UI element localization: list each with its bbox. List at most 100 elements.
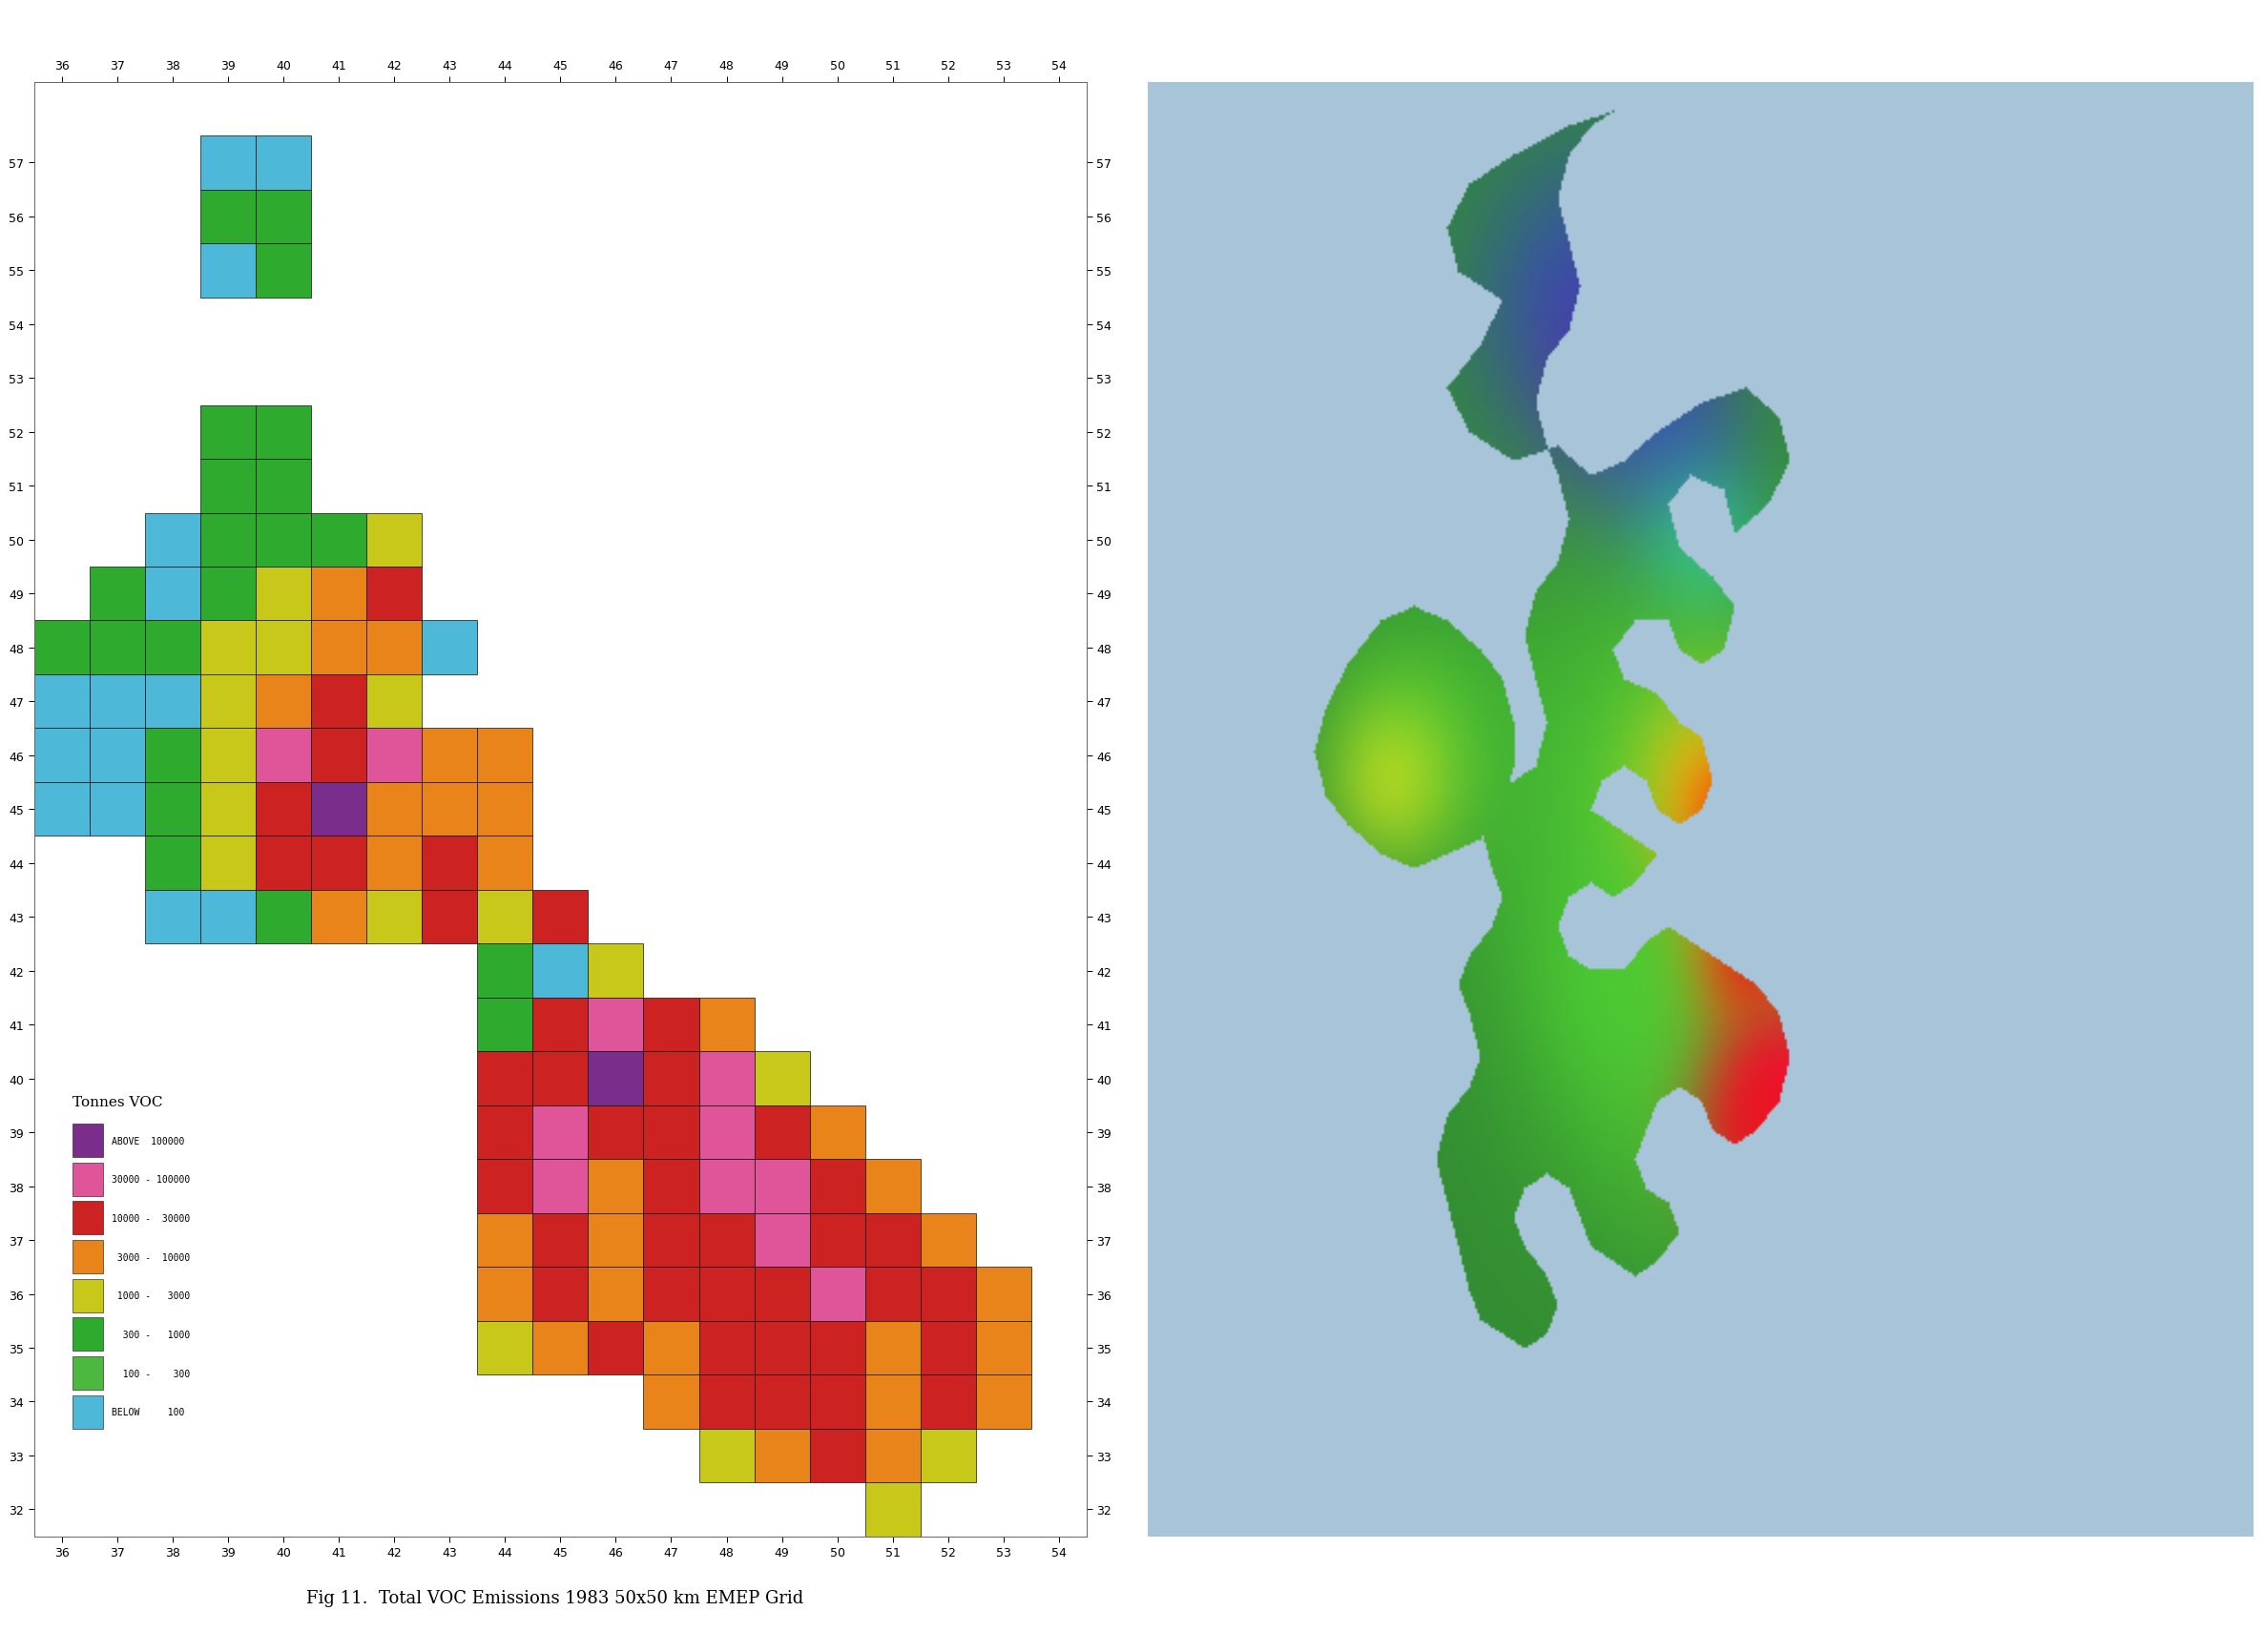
Bar	[700, 1160, 754, 1213]
Bar	[811, 1267, 865, 1322]
Bar	[532, 1052, 589, 1105]
Bar	[589, 1267, 643, 1322]
Bar	[754, 1213, 811, 1267]
Bar	[700, 1267, 754, 1322]
Bar	[199, 676, 256, 729]
Bar	[589, 1160, 643, 1213]
Bar	[256, 729, 310, 783]
Text: BELOW     100: BELOW 100	[111, 1408, 183, 1417]
Bar	[256, 567, 310, 621]
Bar	[976, 1374, 1032, 1429]
Bar	[976, 1322, 1032, 1374]
Bar	[34, 729, 88, 783]
Bar	[700, 998, 754, 1052]
Bar	[643, 1105, 700, 1160]
Bar	[145, 621, 199, 676]
Bar	[532, 998, 589, 1052]
Bar	[72, 1356, 104, 1389]
Bar	[478, 1052, 532, 1105]
Bar	[865, 1322, 921, 1374]
Bar	[310, 729, 367, 783]
Bar	[199, 406, 256, 459]
Bar	[367, 783, 421, 836]
Bar	[478, 998, 532, 1052]
Bar	[34, 621, 88, 676]
Text: 30000 - 100000: 30000 - 100000	[111, 1175, 190, 1184]
Bar	[199, 621, 256, 676]
Bar	[256, 190, 310, 244]
Bar	[199, 244, 256, 297]
Bar	[72, 1201, 104, 1234]
Bar	[88, 783, 145, 836]
Bar	[865, 1160, 921, 1213]
Bar	[589, 943, 643, 998]
Bar	[643, 1160, 700, 1213]
Bar	[865, 1429, 921, 1482]
Bar	[865, 1482, 921, 1536]
Bar	[921, 1374, 976, 1429]
Bar	[811, 1105, 865, 1160]
Bar	[643, 1213, 700, 1267]
Bar	[310, 836, 367, 890]
Bar	[589, 1105, 643, 1160]
Bar	[532, 1160, 589, 1213]
Bar	[700, 1374, 754, 1429]
Bar	[643, 1267, 700, 1322]
Bar	[700, 1052, 754, 1105]
Bar	[199, 729, 256, 783]
Bar	[811, 1429, 865, 1482]
Bar	[478, 1213, 532, 1267]
Bar	[145, 676, 199, 729]
Bar	[921, 1322, 976, 1374]
Bar	[310, 676, 367, 729]
Bar	[72, 1396, 104, 1429]
Text: Tonnes VOC: Tonnes VOC	[72, 1095, 163, 1108]
Bar	[865, 1374, 921, 1429]
Bar	[754, 1429, 811, 1482]
Bar	[199, 567, 256, 621]
Bar	[256, 406, 310, 459]
Bar	[310, 890, 367, 943]
Text: 10000 -  30000: 10000 - 30000	[111, 1213, 190, 1222]
Text: 100 -    300: 100 - 300	[111, 1368, 190, 1378]
Bar	[256, 890, 310, 943]
Bar	[88, 676, 145, 729]
Bar	[88, 621, 145, 676]
Bar	[865, 1213, 921, 1267]
Bar	[256, 783, 310, 836]
Bar	[700, 1213, 754, 1267]
Bar	[72, 1279, 104, 1312]
Bar	[199, 783, 256, 836]
Bar	[88, 567, 145, 621]
Bar	[478, 1160, 532, 1213]
Bar	[754, 1052, 811, 1105]
Bar	[532, 1322, 589, 1374]
Bar	[256, 244, 310, 297]
Bar	[72, 1241, 104, 1274]
Bar	[478, 783, 532, 836]
Bar	[145, 729, 199, 783]
Bar	[478, 890, 532, 943]
Text: ABOVE  100000: ABOVE 100000	[111, 1137, 183, 1145]
Bar	[754, 1374, 811, 1429]
Bar	[589, 1213, 643, 1267]
Text: 1000 -   3000: 1000 - 3000	[111, 1290, 190, 1300]
Bar	[256, 459, 310, 514]
Text: 300 -   1000: 300 - 1000	[111, 1330, 190, 1340]
Bar	[421, 783, 478, 836]
Bar	[643, 998, 700, 1052]
Bar	[700, 1105, 754, 1160]
Bar	[145, 567, 199, 621]
Bar	[532, 890, 589, 943]
Bar	[478, 1322, 532, 1374]
Bar	[589, 1322, 643, 1374]
Bar	[199, 190, 256, 244]
Bar	[256, 836, 310, 890]
Bar	[199, 890, 256, 943]
Bar	[700, 1429, 754, 1482]
Bar	[643, 1374, 700, 1429]
Bar	[478, 836, 532, 890]
Bar	[88, 729, 145, 783]
Bar	[367, 514, 421, 567]
Bar	[145, 783, 199, 836]
